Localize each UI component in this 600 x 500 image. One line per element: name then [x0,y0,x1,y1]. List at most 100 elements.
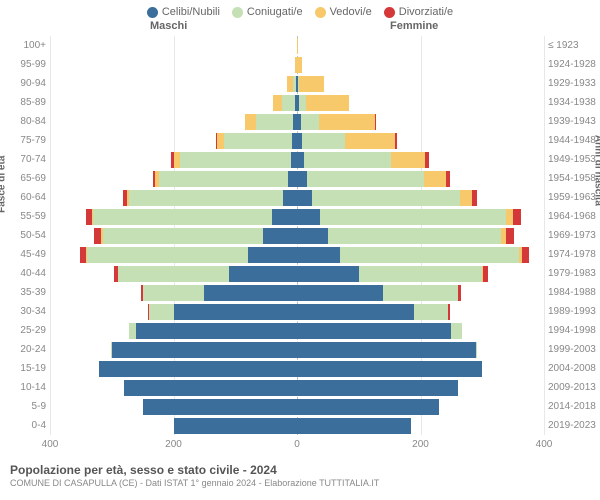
legend-item: Vedovi/e [315,6,372,18]
bar-seg [229,266,297,282]
male-half [50,266,297,282]
male-half [50,209,297,225]
age-label: 35-39 [14,287,46,298]
bar-seg [245,114,256,130]
female-half [297,209,544,225]
bar-seg [297,361,482,377]
birth-label: 2014-2018 [548,401,598,412]
pyramid-row: 80-841939-1943 [50,112,544,131]
age-label: 30-34 [14,306,46,317]
x-tick: 400 [536,439,553,450]
gender-header: Maschi Femmine [0,20,600,36]
bar-seg [143,285,205,301]
birth-label: 2009-2013 [548,382,598,393]
bar-seg [204,285,297,301]
footer-sub: COMUNE DI CASAPULLA (CE) - Dati ISTAT 1°… [10,478,590,488]
bars-wrap [50,114,544,130]
age-label: 20-24 [14,344,46,355]
bar-seg [328,228,501,244]
pyramid-rows: 100+≤ 192395-991924-192890-941929-193385… [50,36,544,435]
bar-seg [448,304,449,320]
age-label: 75-79 [14,135,46,146]
bar-seg [297,304,414,320]
bar-seg [483,266,488,282]
female-half [297,342,544,358]
bars-wrap [50,76,544,92]
bar-seg [159,171,289,187]
age-label: 25-29 [14,325,46,336]
bar-seg [460,190,472,206]
birth-label: 1959-1963 [548,192,598,203]
male-half [50,304,297,320]
pyramid-row: 45-491974-1978 [50,245,544,264]
bar-seg [129,190,283,206]
birth-label: 1984-1988 [548,287,598,298]
pyramid-row: 50-541969-1973 [50,226,544,245]
bar-seg [345,133,394,149]
bar-seg [174,418,298,434]
bar-seg [414,304,448,320]
bar-seg [391,152,425,168]
age-label: 85-89 [14,97,46,108]
bar-seg [99,361,297,377]
bar-seg [297,323,451,339]
age-label: 80-84 [14,116,46,127]
bar-seg [224,133,292,149]
birth-label: 1974-1978 [548,249,598,260]
pyramid-row: 60-641959-1963 [50,188,544,207]
pyramid-row: 85-891934-1938 [50,93,544,112]
male-half [50,190,297,206]
male-half [50,323,297,339]
male-half [50,380,297,396]
birth-label: 1989-1993 [548,306,598,317]
female-half [297,171,544,187]
female-half [297,380,544,396]
birth-label: 1994-1998 [548,325,598,336]
age-label: 10-14 [14,382,46,393]
birth-label: 1954-1958 [548,173,598,184]
pyramid-row: 5-92014-2018 [50,397,544,416]
bar-seg [476,342,477,358]
bar-seg [217,133,224,149]
legend-swatch [315,7,326,18]
birth-label: 1979-1983 [548,268,598,279]
legend-swatch [232,7,243,18]
bar-seg [301,114,320,130]
age-label: 0-4 [14,420,46,431]
female-half [297,266,544,282]
legend-label: Vedovi/e [330,6,372,18]
bar-seg [297,228,328,244]
bars-wrap [50,133,544,149]
bar-seg [288,171,297,187]
bar-seg [297,209,320,225]
bar-seg [297,38,298,54]
x-axis: 4002000200400 [50,437,544,457]
male-half [50,285,297,301]
pyramid-row: 35-391984-1988 [50,283,544,302]
x-tick: 400 [42,439,59,450]
male-half [50,114,297,130]
bars-wrap [50,95,544,111]
age-label: 95-99 [14,59,46,70]
male-label: Maschi [150,20,187,32]
bar-seg [263,228,297,244]
pyramid-row: 30-341989-1993 [50,302,544,321]
bar-seg [174,304,298,320]
bars-wrap [50,399,544,415]
bars-wrap [50,304,544,320]
age-label: 15-19 [14,363,46,374]
pyramid-row: 70-741949-1953 [50,150,544,169]
bar-seg [282,95,294,111]
bars-wrap [50,190,544,206]
female-half [297,95,544,111]
bar-seg [297,285,383,301]
pyramid-row: 0-42019-2023 [50,416,544,435]
female-half [297,418,544,434]
bar-seg [340,247,519,263]
legend-label: Divorziati/e [399,6,453,18]
female-half [297,114,544,130]
pyramid-row: 20-241999-2003 [50,340,544,359]
female-half [297,228,544,244]
bars-wrap [50,171,544,187]
bar-seg [94,228,101,244]
